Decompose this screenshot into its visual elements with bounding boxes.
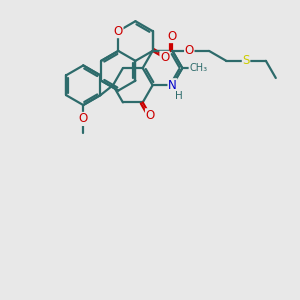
- Text: O: O: [184, 44, 194, 57]
- Text: N: N: [168, 79, 177, 92]
- Text: O: O: [114, 25, 123, 38]
- Text: O: O: [146, 109, 155, 122]
- Text: O: O: [160, 51, 169, 64]
- Text: S: S: [242, 54, 250, 67]
- Text: O: O: [168, 30, 177, 43]
- Text: O: O: [79, 112, 88, 125]
- Text: H: H: [175, 92, 183, 101]
- Text: CH₃: CH₃: [189, 63, 207, 73]
